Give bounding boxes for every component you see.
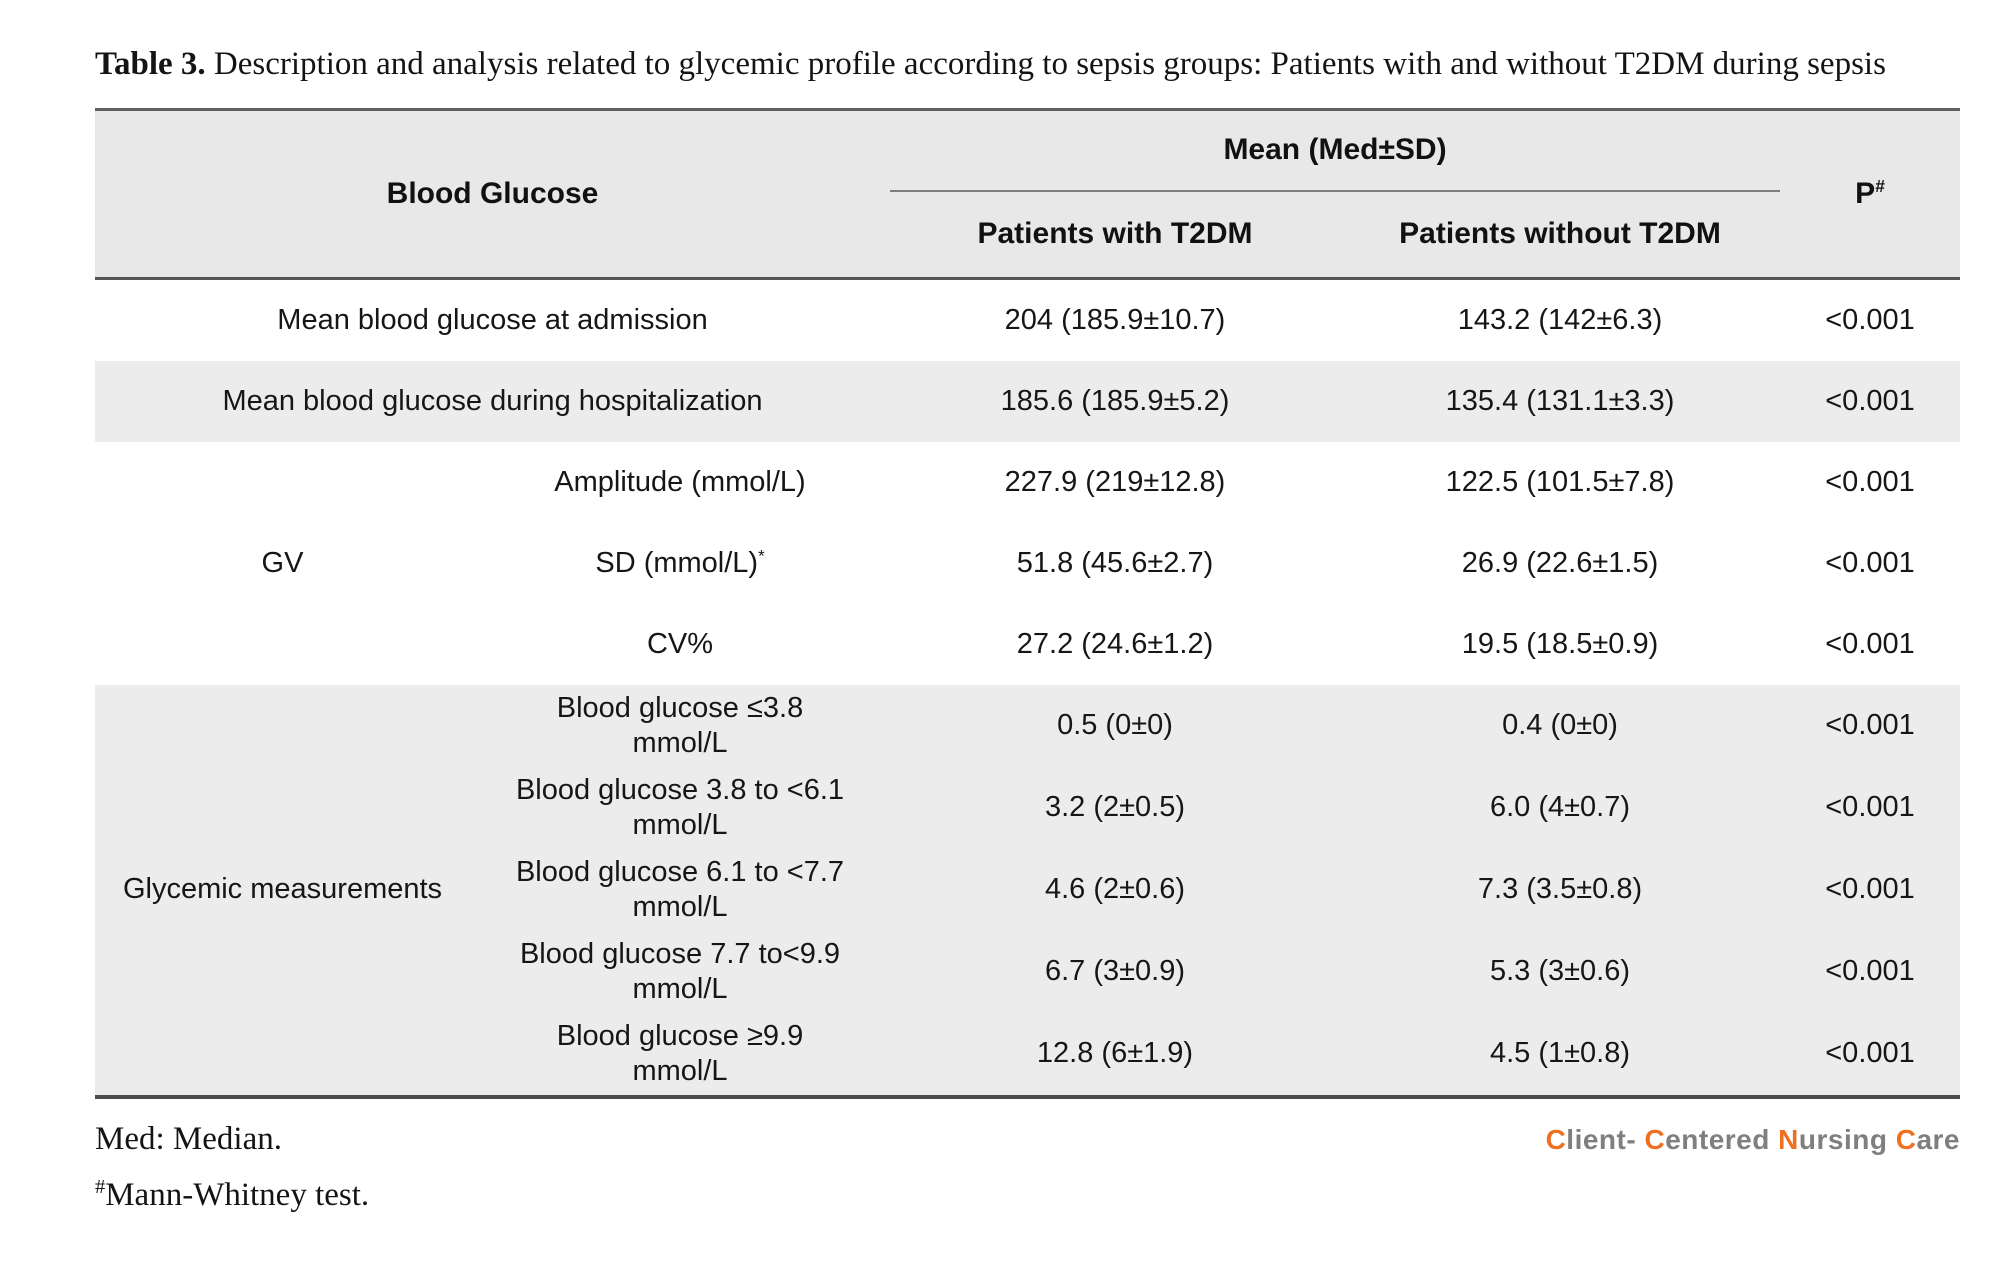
- footnote-mann-whitney-text: Mann-Whitney test.: [105, 1177, 370, 1214]
- value-with-t2dm: 27.2 (24.6±1.2): [890, 603, 1340, 685]
- row-label: Blood glucose 7.7 to<9.9 mmol/L: [470, 930, 890, 1013]
- p-label: P: [1855, 176, 1876, 210]
- p-value: <0.001: [1780, 1012, 1961, 1097]
- p-value: <0.001: [1780, 766, 1961, 849]
- row-label-line1: Blood glucose 3.8 to <6.1: [515, 773, 845, 806]
- row-label: Amplitude (mmol/L): [470, 441, 890, 523]
- row-label: Blood glucose 3.8 to <6.1 mmol/L: [470, 766, 890, 849]
- header-patients-without-t2dm: Patients without T2DM: [1340, 190, 1781, 280]
- row-label-text: SD (mmol/L): [595, 546, 759, 579]
- footnote-med: Med: Median.: [95, 1120, 282, 1157]
- glycemic-profile-table: Blood Glucose Mean (Med±SD) P# Patients …: [95, 107, 1961, 1099]
- value-with-t2dm: 204 (185.9±10.7): [890, 278, 1340, 361]
- value-with-t2dm: 0.5 (0±0): [890, 684, 1340, 767]
- footer-line: Med: Median. Client- Centered Nursing Ca…: [95, 1120, 1960, 1160]
- value-without-t2dm: 0.4 (0±0): [1340, 684, 1781, 767]
- value-with-t2dm: 227.9 (219±12.8): [890, 441, 1340, 523]
- value-without-t2dm: 6.0 (4±0.7): [1340, 766, 1781, 849]
- row-label: Mean blood glucose at admission: [95, 278, 890, 361]
- p-value: <0.001: [1780, 603, 1961, 685]
- document-page: Table 3. Description and analysis relate…: [95, 40, 1961, 1216]
- table-row: Blood glucose 6.1 to <7.7 mmol/L 4.6 (2±0…: [95, 848, 1961, 931]
- row-label: CV%: [470, 603, 890, 685]
- row-label-line2: mmol/L: [632, 1054, 728, 1087]
- row-label-line1: Blood glucose ≤3.8: [556, 691, 804, 724]
- p-value: <0.001: [1780, 684, 1961, 767]
- row-label: Blood glucose 6.1 to <7.7 mmol/L: [470, 848, 890, 931]
- value-with-t2dm: 6.7 (3±0.9): [890, 930, 1340, 1013]
- row-label: Blood glucose ≤3.8 mmol/L: [470, 684, 890, 767]
- table-row: CV% 27.2 (24.6±1.2) 19.5 (18.5±0.9) <0.0…: [95, 603, 1961, 685]
- table-caption-text: Description and analysis related to glyc…: [205, 46, 1886, 82]
- logo-text: are: [1916, 1123, 1960, 1155]
- table-row: Blood glucose 3.8 to <6.1 mmol/L 3.2 (2±0…: [95, 766, 1961, 849]
- value-with-t2dm: 3.2 (2±0.5): [890, 766, 1340, 849]
- row-label-line1: Blood glucose 7.7 to<9.9: [519, 937, 841, 970]
- row-label-line1: Blood glucose ≥9.9: [556, 1019, 804, 1052]
- table-row: Mean blood glucose at admission 204 (185…: [95, 278, 1961, 361]
- value-without-t2dm: 122.5 (101.5±7.8): [1340, 441, 1781, 523]
- logo-letter: C: [1545, 1123, 1567, 1155]
- table-row: Glycemic measurements Blood glucose ≤3.8…: [95, 684, 1961, 1097]
- header-blood-glucose: Blood Glucose: [95, 109, 890, 280]
- p-superscript: #: [1875, 175, 1885, 196]
- header-row-2: Patients with T2DM Patients without T2DM: [95, 190, 1960, 280]
- p-value: <0.001: [1780, 360, 1961, 442]
- table-caption: Table 3. Description and analysis relate…: [95, 40, 1960, 89]
- value-without-t2dm: 26.9 (22.6±1.5): [1340, 522, 1781, 604]
- table-row: SD (mmol/L)* 51.8 (45.6±2.7) 26.9 (22.6±…: [95, 522, 1961, 604]
- table-row: Blood glucose 7.7 to<9.9 mmol/L 6.7 (3±0.…: [95, 930, 1961, 1013]
- row-label-line2: mmol/L: [632, 808, 728, 841]
- row-label: Blood glucose ≥9.9 mmol/L: [470, 1012, 890, 1097]
- table-row: Blood glucose ≥9.9 mmol/L 12.8 (6±1.9) 4.…: [95, 1012, 1961, 1097]
- value-without-t2dm: 5.3 (3±0.6): [1340, 930, 1781, 1013]
- value-without-t2dm: 143.2 (142±6.3): [1340, 278, 1781, 361]
- table-row: GV Amplitude (mmol/L) 227.9 (219±12.8) 1…: [95, 441, 1961, 685]
- value-without-t2dm: 135.4 (131.1±3.3): [1340, 360, 1781, 442]
- logo-text: entered: [1665, 1123, 1779, 1155]
- asterisk-superscript: *: [758, 546, 765, 566]
- header-row-1: Blood Glucose Mean (Med±SD) P#: [95, 109, 1961, 280]
- table-body: Mean blood glucose at admission 204 (185…: [95, 278, 1961, 1097]
- logo-letter: C: [1644, 1123, 1666, 1155]
- row-label: Mean blood glucose during hospitalizatio…: [95, 360, 890, 442]
- footnote-mann-whitney: #Mann-Whitney test.: [95, 1176, 1960, 1216]
- value-without-t2dm: 7.3 (3.5±0.8): [1340, 848, 1781, 931]
- logo-text: lient-: [1566, 1123, 1645, 1155]
- table-row: Mean blood glucose during hospitalizatio…: [95, 360, 1961, 442]
- header-patients-with-t2dm: Patients with T2DM: [890, 190, 1340, 280]
- p-value: <0.001: [1780, 848, 1961, 931]
- row-label-line2: mmol/L: [632, 726, 728, 759]
- hash-superscript: #: [95, 1176, 106, 1199]
- row-label-line2: mmol/L: [632, 972, 728, 1005]
- header-p-value: P#: [1780, 109, 1961, 280]
- p-value: <0.001: [1780, 522, 1961, 604]
- group-label-glycemic-measurements: Glycemic measurements: [95, 684, 470, 1097]
- value-with-t2dm: 4.6 (2±0.6): [890, 848, 1340, 931]
- table-number: Table 3.: [95, 46, 206, 82]
- value-with-t2dm: 12.8 (6±1.9): [890, 1012, 1340, 1097]
- p-value: <0.001: [1780, 930, 1961, 1013]
- header-mean-med-sd: Mean (Med±SD): [890, 109, 1781, 192]
- p-value: <0.001: [1780, 278, 1961, 361]
- logo-text: ursing: [1798, 1123, 1896, 1155]
- value-without-t2dm: 19.5 (18.5±0.9): [1340, 603, 1781, 685]
- value-without-t2dm: 4.5 (1±0.8): [1340, 1012, 1781, 1097]
- value-with-t2dm: 185.6 (185.9±5.2): [890, 360, 1340, 442]
- row-label: SD (mmol/L)*: [470, 522, 890, 604]
- p-value: <0.001: [1780, 441, 1961, 523]
- logo-letter: C: [1895, 1123, 1917, 1155]
- value-with-t2dm: 51.8 (45.6±2.7): [890, 522, 1340, 604]
- journal-logo: Client- Centered Nursing Care: [1546, 1120, 1960, 1156]
- row-label-line2: mmol/L: [632, 890, 728, 923]
- group-label-gv: GV: [95, 441, 470, 685]
- row-label-line1: Blood glucose 6.1 to <7.7: [515, 855, 845, 888]
- table-header: Blood Glucose Mean (Med±SD) P# Patients …: [95, 109, 1961, 280]
- logo-letter: N: [1778, 1123, 1799, 1155]
